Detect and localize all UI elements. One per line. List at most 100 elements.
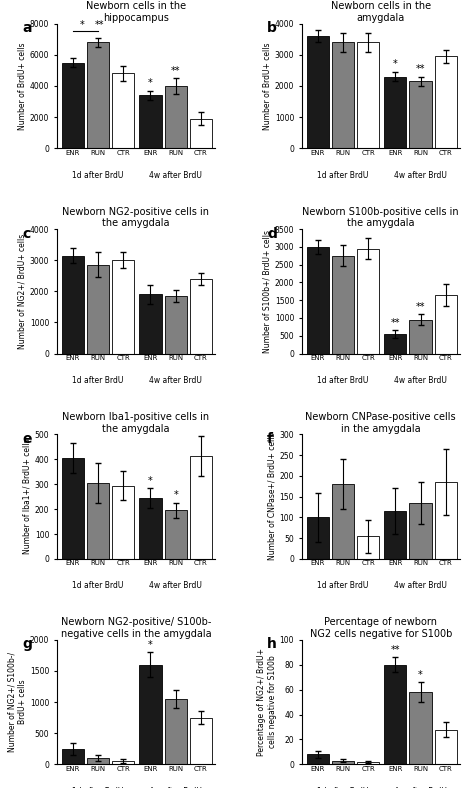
Text: 4w after BrdU: 4w after BrdU bbox=[394, 170, 447, 180]
Bar bbox=[307, 518, 329, 559]
Text: 1d after BrdU: 1d after BrdU bbox=[318, 170, 369, 180]
Text: 4w after BrdU: 4w after BrdU bbox=[394, 786, 447, 788]
Y-axis label: Number of Iba1+/ BrdU+ cells: Number of Iba1+/ BrdU+ cells bbox=[23, 439, 32, 555]
Bar bbox=[139, 295, 162, 354]
Title: Newborn S100b-positive cells in
the amygdala: Newborn S100b-positive cells in the amyg… bbox=[302, 206, 459, 229]
Text: 4w after BrdU: 4w after BrdU bbox=[394, 582, 447, 590]
Bar bbox=[190, 118, 212, 148]
Text: *: * bbox=[80, 20, 85, 30]
Bar bbox=[435, 482, 457, 559]
Bar bbox=[384, 334, 406, 354]
Bar bbox=[332, 485, 354, 559]
Bar bbox=[357, 43, 379, 148]
Text: e: e bbox=[22, 432, 32, 446]
Bar bbox=[190, 718, 212, 764]
Title: Newborn CNPase-positive cells
in the amygdala: Newborn CNPase-positive cells in the amy… bbox=[305, 412, 456, 433]
Bar bbox=[357, 762, 379, 764]
Title: Newborn NG2-positive cells in
the amygdala: Newborn NG2-positive cells in the amygda… bbox=[63, 206, 210, 229]
Y-axis label: Number of CNPase+/ BrdU+ cells: Number of CNPase+/ BrdU+ cells bbox=[268, 433, 277, 560]
Bar bbox=[384, 511, 406, 559]
Y-axis label: Number of NG2+/ S100b-/
BrdU+ cells: Number of NG2+/ S100b-/ BrdU+ cells bbox=[8, 652, 27, 753]
Bar bbox=[332, 43, 354, 148]
Bar bbox=[384, 665, 406, 764]
Bar bbox=[435, 295, 457, 354]
Bar bbox=[410, 503, 432, 559]
Bar bbox=[139, 498, 162, 559]
Y-axis label: Percentage of NG2+/ BrdU+
cells negative for S100b: Percentage of NG2+/ BrdU+ cells negative… bbox=[257, 648, 277, 756]
Text: **: ** bbox=[94, 20, 104, 30]
Bar bbox=[112, 73, 134, 148]
Bar bbox=[62, 62, 84, 148]
Text: 1d after BrdU: 1d after BrdU bbox=[318, 786, 369, 788]
Bar bbox=[307, 36, 329, 148]
Text: *: * bbox=[148, 640, 153, 650]
Bar bbox=[164, 699, 187, 764]
Text: 1d after BrdU: 1d after BrdU bbox=[73, 582, 124, 590]
Text: b: b bbox=[267, 21, 277, 35]
Bar bbox=[164, 511, 187, 559]
Text: 1d after BrdU: 1d after BrdU bbox=[318, 582, 369, 590]
Text: 4w after BrdU: 4w after BrdU bbox=[149, 170, 202, 180]
Text: *: * bbox=[148, 78, 153, 88]
Y-axis label: Number of BrdU+ cells: Number of BrdU+ cells bbox=[263, 42, 272, 130]
Text: 4w after BrdU: 4w after BrdU bbox=[149, 376, 202, 385]
Text: 1d after BrdU: 1d after BrdU bbox=[318, 376, 369, 385]
Bar bbox=[139, 665, 162, 764]
Text: **: ** bbox=[391, 318, 400, 328]
Text: h: h bbox=[267, 637, 277, 652]
Title: Newborn Iba1-positive cells in
the amygdala: Newborn Iba1-positive cells in the amygd… bbox=[62, 412, 210, 433]
Title: Newborn NG2-positive/ S100b-
negative cells in the amygdala: Newborn NG2-positive/ S100b- negative ce… bbox=[61, 618, 211, 639]
Text: 4w after BrdU: 4w after BrdU bbox=[149, 786, 202, 788]
Bar bbox=[164, 86, 187, 148]
Bar bbox=[87, 758, 109, 764]
Bar bbox=[435, 730, 457, 764]
Bar bbox=[62, 749, 84, 764]
Title: Newborn cells in the
amygdala: Newborn cells in the amygdala bbox=[331, 2, 431, 23]
Text: d: d bbox=[267, 227, 277, 240]
Bar bbox=[112, 761, 134, 764]
Bar bbox=[435, 56, 457, 148]
Bar bbox=[112, 485, 134, 559]
Bar bbox=[62, 458, 84, 559]
Text: 4w after BrdU: 4w after BrdU bbox=[394, 376, 447, 385]
Text: **: ** bbox=[171, 65, 181, 76]
Text: **: ** bbox=[391, 645, 400, 655]
Bar bbox=[87, 265, 109, 354]
Title: Percentage of newborn
NG2 cells negative for S100b: Percentage of newborn NG2 cells negative… bbox=[310, 618, 452, 639]
Bar bbox=[307, 247, 329, 354]
Text: *: * bbox=[393, 59, 398, 69]
Bar bbox=[307, 754, 329, 764]
Bar bbox=[410, 81, 432, 148]
Y-axis label: Number of S100b+/ BrdU+ cells: Number of S100b+/ BrdU+ cells bbox=[263, 230, 272, 353]
Bar bbox=[164, 296, 187, 354]
Text: 1d after BrdU: 1d after BrdU bbox=[73, 786, 124, 788]
Title: Newborn cells in the
hippocampus: Newborn cells in the hippocampus bbox=[86, 2, 186, 23]
Text: g: g bbox=[22, 637, 32, 652]
Text: *: * bbox=[173, 490, 178, 500]
Y-axis label: Number of NG2+/ BrdU+ cells: Number of NG2+/ BrdU+ cells bbox=[18, 234, 27, 349]
Bar bbox=[190, 455, 212, 559]
Bar bbox=[410, 692, 432, 764]
Text: c: c bbox=[22, 227, 30, 240]
Text: *: * bbox=[418, 670, 423, 680]
Text: *: * bbox=[148, 475, 153, 485]
Bar bbox=[190, 279, 212, 354]
Bar bbox=[112, 260, 134, 354]
Bar bbox=[357, 248, 379, 354]
Bar bbox=[410, 320, 432, 354]
Text: 4w after BrdU: 4w after BrdU bbox=[149, 582, 202, 590]
Y-axis label: Number of BrdU+ cells: Number of BrdU+ cells bbox=[18, 42, 27, 130]
Bar bbox=[62, 255, 84, 354]
Bar bbox=[384, 76, 406, 148]
Text: **: ** bbox=[416, 302, 425, 312]
Text: 1d after BrdU: 1d after BrdU bbox=[73, 170, 124, 180]
Bar bbox=[332, 256, 354, 354]
Bar bbox=[87, 483, 109, 559]
Bar bbox=[357, 536, 379, 559]
Bar bbox=[332, 760, 354, 764]
Bar bbox=[139, 95, 162, 148]
Text: a: a bbox=[22, 21, 32, 35]
Bar bbox=[87, 43, 109, 148]
Text: 1d after BrdU: 1d after BrdU bbox=[73, 376, 124, 385]
Text: f: f bbox=[267, 432, 273, 446]
